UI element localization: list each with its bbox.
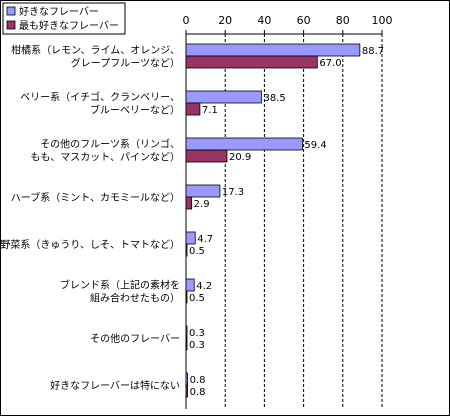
- labels: 88.7 67.0 柑橘系（レモン、ライム、オレンジ、グレープフルーツなど） 38.5…: [0, 44, 384, 399]
- bar-series-2: [185, 196, 193, 210]
- bar-series-2: [185, 102, 201, 116]
- bars: [185, 43, 361, 398]
- bar-series-1: [185, 90, 262, 104]
- category-label: 好きなフレーバーは特にない: [50, 380, 180, 392]
- category-label: ブルーベリーなど）: [90, 104, 180, 117]
- value-label: 2.9: [194, 199, 210, 210]
- category-label: ブレンド系（上記の素材を: [60, 279, 180, 292]
- bar-series-2: [185, 290, 188, 304]
- value-label: 4.7: [197, 234, 213, 245]
- value-label: 0.8: [190, 387, 206, 398]
- value-label: 17.3: [222, 187, 244, 198]
- bar-series-1: [185, 137, 303, 151]
- bar-series-2: [185, 243, 188, 257]
- value-label: 67.0: [319, 58, 341, 69]
- bar-series-2: [185, 337, 188, 351]
- category-label: 組み合わせたもの）: [90, 292, 180, 305]
- x-tick-label: 0: [183, 14, 190, 27]
- x-tick-label: 100: [372, 14, 393, 27]
- x-tick-label: 80: [336, 14, 350, 27]
- legend-box: [2, 2, 126, 35]
- value-label: 0.3: [189, 340, 205, 351]
- value-label: 0.3: [189, 328, 205, 339]
- category-label: その他のフレーバー: [90, 332, 180, 345]
- category-label: 野菜系（きゅうり、しそ、トマトなど）: [0, 239, 180, 251]
- legend-swatch-2: [6, 20, 16, 30]
- legend-swatch-1: [6, 6, 16, 16]
- bar-series-2: [185, 384, 188, 398]
- value-label: 0.5: [189, 293, 205, 304]
- value-label: 38.5: [263, 93, 285, 104]
- value-label: 7.1: [202, 105, 218, 116]
- x-tick-label: 20: [218, 14, 232, 27]
- category-label: もも、マスカット、パインなど）: [31, 152, 181, 164]
- bar-series-1: [185, 278, 195, 292]
- category-label: ベリー系（イチゴ、クランベリー、: [20, 91, 180, 104]
- x-tick-label: 60: [297, 14, 311, 27]
- value-label: 4.2: [196, 281, 212, 292]
- category-label: 柑橘系（レモン、ライム、オレンジ、: [11, 44, 180, 57]
- legend-label-1: 好きなフレーバー: [19, 6, 99, 18]
- category-label: グレープフルーツなど）: [71, 57, 180, 70]
- bar-series-1: [185, 231, 196, 245]
- value-label: 0.8: [190, 375, 206, 386]
- value-label: 88.7: [362, 46, 384, 57]
- value-label: 0.5: [189, 246, 205, 257]
- value-label: 59.4: [304, 140, 326, 151]
- bar-series-2: [185, 55, 318, 69]
- x-tick-label: 40: [257, 14, 271, 27]
- bar-series-1: [185, 325, 188, 339]
- legend-label-2: 最も好きなフレーバー: [19, 20, 119, 32]
- bar-series-1: [185, 184, 221, 198]
- bar-series-1: [185, 43, 361, 57]
- value-label: 20.9: [229, 152, 251, 163]
- bar-series-2: [185, 149, 228, 163]
- category-label: ハーブ系（ミント、カモミールなど）: [11, 191, 180, 204]
- category-label: その他のフルーツ系（リンゴ、: [40, 138, 180, 151]
- bar-series-1: [185, 372, 188, 386]
